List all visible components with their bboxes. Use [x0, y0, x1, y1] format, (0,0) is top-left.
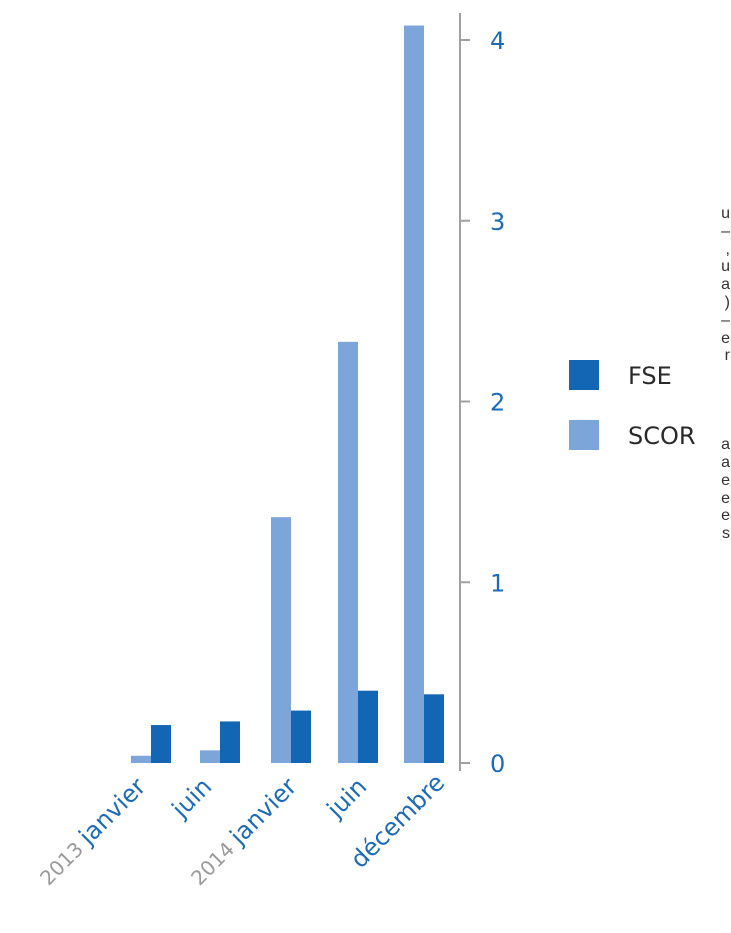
fragment-line: s [722, 525, 730, 543]
bars-layer [131, 25, 444, 764]
fragment-line: ) [724, 293, 730, 311]
legend-swatch-scor [569, 420, 599, 450]
fragment-line: e [721, 489, 730, 507]
y-tick-label: 0 [490, 750, 505, 778]
fragment-line: e [721, 507, 730, 525]
x-category-label: janvier [224, 772, 303, 851]
x-tick-label: juin [321, 772, 372, 823]
fragment-line: a [721, 276, 730, 294]
fragment-line: u [721, 258, 730, 276]
y-tick-label: 2 [490, 389, 505, 417]
fragment-line: a [721, 453, 730, 471]
x-category-label: janvier [73, 772, 152, 851]
fragment-line: , [725, 240, 730, 258]
text-fragment: u –, u a) – e r a a e e e s [720, 205, 730, 543]
bar-scor [338, 341, 358, 763]
bar-fse [358, 690, 378, 763]
bar-scor [271, 517, 291, 763]
bar-scor [200, 750, 220, 763]
fragment-line: e [721, 471, 730, 489]
legend-label-fse: FSE [628, 362, 672, 390]
legend: FSE SCOR [569, 360, 696, 450]
fragment-line: – [721, 311, 730, 329]
fragment-line: e [721, 329, 730, 347]
y-tick-label: 3 [490, 208, 505, 236]
x-tick-label: 2013 janvier [33, 772, 151, 890]
bar-scor [404, 25, 424, 764]
y-tick-label: 1 [490, 569, 505, 597]
y-axis: 0 1 2 3 4 [459, 13, 505, 778]
x-tick-label: juin [166, 772, 217, 823]
fragment-line: u [721, 205, 730, 222]
bar-fse [220, 721, 240, 763]
bar-scor [131, 755, 151, 763]
x-category-label: juin [321, 772, 372, 823]
y-tick-label: 4 [490, 27, 505, 55]
x-category-label: juin [166, 772, 217, 823]
fragment-line: r [724, 347, 730, 365]
legend-swatch-fse [569, 360, 599, 390]
fragment-line: – [721, 222, 730, 240]
fragment-line: a [721, 436, 730, 454]
bar-fse [424, 694, 444, 763]
bar-fse [291, 710, 311, 763]
legend-label-scor: SCOR [628, 422, 696, 450]
bar-fse [151, 725, 171, 763]
